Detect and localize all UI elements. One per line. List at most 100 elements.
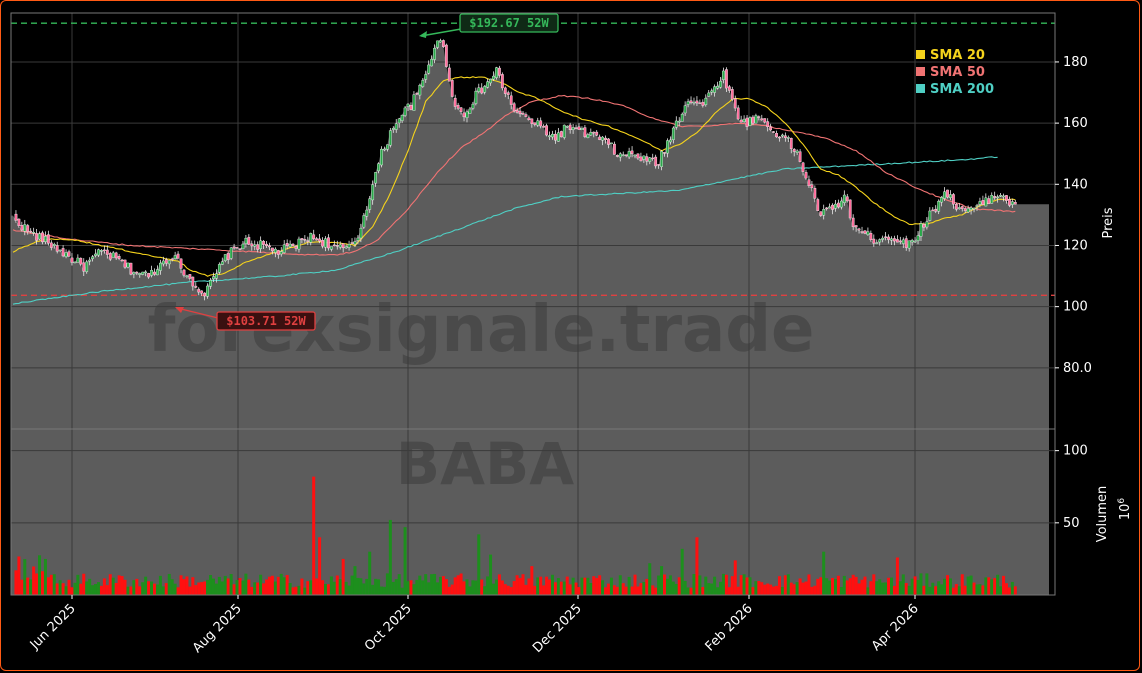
candle-body (757, 116, 761, 118)
volume-bar (553, 582, 557, 595)
candle-body (878, 239, 882, 243)
volume-bar (232, 584, 236, 595)
candle-body (713, 86, 717, 93)
volume-bar (273, 581, 277, 595)
volume-bar (798, 578, 802, 595)
volume-bar (483, 586, 487, 595)
candle-body (922, 224, 926, 228)
candle-body (427, 64, 431, 74)
volume-bar (665, 578, 669, 595)
volume-bar (898, 581, 902, 595)
volume-bar (813, 585, 817, 595)
candle-body (751, 116, 755, 124)
volume-bar (633, 574, 637, 595)
volume-bar (727, 587, 731, 595)
high-annotation-arrowhead (419, 31, 427, 38)
candle-body (604, 137, 607, 141)
volume-bar (96, 582, 100, 595)
candle-body (46, 234, 50, 244)
volume-bar (645, 578, 649, 595)
candle-body (512, 103, 516, 112)
candle-body (279, 251, 283, 255)
legend-label-sma20: SMA 20 (930, 48, 985, 63)
candle-body (612, 143, 616, 155)
candle-body (212, 276, 215, 279)
candle-body (250, 243, 254, 247)
candle-body (453, 97, 457, 107)
volume-bar (155, 584, 159, 595)
volume-bar (810, 586, 814, 595)
candle-body (786, 137, 790, 139)
volume-bar (1002, 575, 1006, 595)
volume-bar (70, 587, 74, 595)
candle-body (459, 107, 463, 112)
candle-body (191, 276, 195, 287)
volume-bar (436, 582, 440, 595)
volume-bar (568, 584, 572, 595)
volume-bar (203, 581, 207, 595)
candle-body (135, 271, 139, 274)
candle-body (884, 236, 888, 238)
candle-body (200, 290, 204, 294)
candle-body (312, 234, 316, 239)
volume-bar (710, 583, 714, 595)
candle-body (383, 148, 386, 151)
candle-body (315, 238, 319, 241)
volume-bar (901, 574, 905, 595)
candle-body (530, 118, 534, 124)
candle-body (20, 225, 24, 231)
volume-bar (506, 585, 510, 595)
volume-bar (400, 587, 404, 595)
volume-bar (265, 579, 269, 595)
candle-body (450, 80, 454, 97)
volume-bar (639, 583, 643, 595)
candle-body (571, 127, 575, 131)
volume-bar (267, 576, 271, 595)
candle-body (916, 235, 920, 242)
volume-bar (742, 574, 746, 595)
candle-body (683, 105, 687, 114)
candle-body (1010, 201, 1014, 205)
candle-body (309, 233, 313, 243)
candle-body (229, 247, 233, 259)
candle-body (220, 261, 224, 265)
candle-body (996, 196, 1000, 199)
volume-bar (147, 581, 151, 595)
volume-bar (934, 586, 938, 595)
volume-bar (418, 575, 422, 595)
volume-bar (500, 580, 504, 595)
volume-bar (76, 574, 80, 595)
low-annotation: $103.71 52W (175, 307, 316, 331)
candle-body (23, 224, 27, 232)
candle-body (492, 75, 495, 80)
volume-bar (612, 585, 616, 595)
candle-body (418, 85, 422, 96)
volume-bar (515, 575, 519, 595)
candle-body (577, 126, 581, 130)
volume-bar (695, 537, 699, 595)
candle-body (170, 258, 174, 261)
volume-bar (642, 581, 646, 595)
volume-tick-label: 50 (1063, 516, 1080, 531)
candle-body (365, 209, 369, 217)
candle-body (32, 232, 36, 234)
candle-body (341, 243, 345, 249)
candle-body (232, 246, 236, 249)
volume-bar (562, 581, 566, 595)
volume-bar (772, 586, 776, 595)
candle-body (1002, 195, 1005, 198)
candle-body (981, 200, 985, 205)
candle-body (285, 243, 289, 246)
candle-body (268, 245, 271, 248)
candle-body (837, 202, 840, 208)
candle-body (403, 107, 407, 116)
candle-body (813, 188, 817, 199)
volume-bar (444, 579, 448, 595)
volume-bar (836, 575, 840, 595)
volume-bar (904, 583, 908, 595)
candle-body (863, 230, 867, 234)
sma200-line (12, 156, 998, 305)
candle-body (781, 134, 784, 137)
volume-bar (583, 577, 587, 595)
